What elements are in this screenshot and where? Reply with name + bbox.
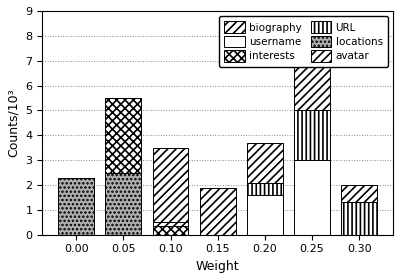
Bar xyxy=(106,98,141,172)
Bar xyxy=(153,226,188,235)
Bar xyxy=(294,36,330,110)
Bar xyxy=(341,202,377,235)
Bar xyxy=(247,143,283,183)
Y-axis label: Counts/10³: Counts/10³ xyxy=(7,88,20,157)
X-axis label: Weight: Weight xyxy=(196,260,240,273)
Bar xyxy=(247,195,283,235)
Bar xyxy=(153,222,188,226)
Bar xyxy=(294,160,330,235)
Bar xyxy=(106,172,141,235)
Bar xyxy=(247,183,283,195)
Bar xyxy=(341,185,377,202)
Bar xyxy=(200,188,236,235)
Bar xyxy=(153,148,188,222)
Bar xyxy=(58,178,94,235)
Bar xyxy=(294,110,330,160)
Legend: biography, username, interests, URL, locations, avatar: biography, username, interests, URL, loc… xyxy=(219,16,388,67)
